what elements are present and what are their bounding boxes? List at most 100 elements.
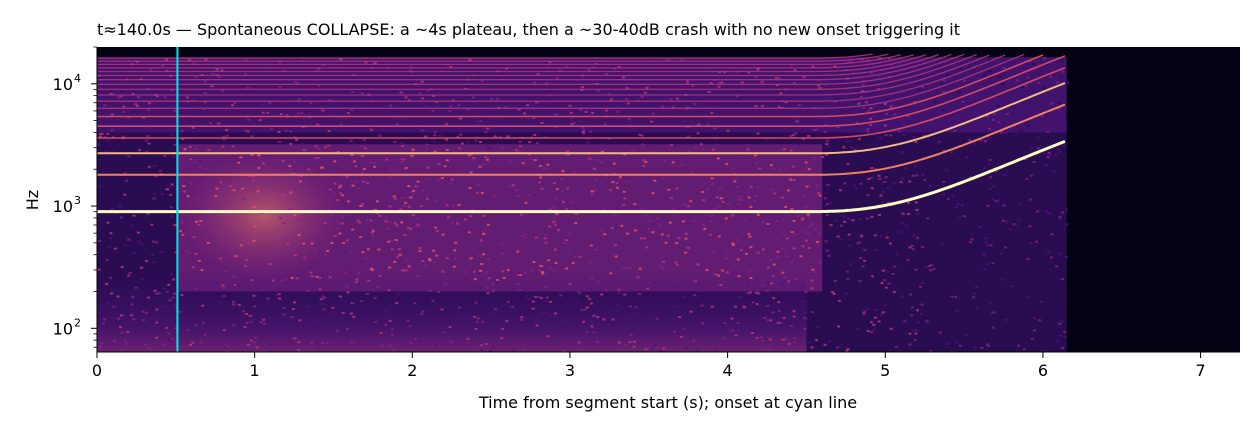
noise-speck [756, 132, 760, 135]
noise-speck [586, 138, 590, 141]
harmonic-track [97, 53, 889, 62]
noise-speck [638, 133, 642, 136]
noise-speck [107, 98, 111, 101]
noise-speck [291, 249, 295, 252]
noise-speck [329, 213, 333, 216]
noise-speck [564, 239, 568, 242]
noise-speck [271, 279, 275, 282]
noise-speck [112, 305, 116, 308]
noise-speck [1028, 225, 1032, 228]
noise-speck [445, 204, 449, 207]
noise-speck [179, 230, 183, 233]
noise-speck [719, 284, 723, 286]
noise-speck [487, 258, 491, 260]
noise-speck [328, 99, 332, 102]
noise-speck [316, 123, 320, 126]
noise-speck [790, 231, 794, 234]
noise-speck [494, 308, 498, 311]
noise-speck [716, 157, 720, 160]
noise-speck [516, 195, 520, 197]
noise-speck [266, 111, 270, 114]
noise-speck [172, 278, 176, 281]
noise-speck [775, 84, 779, 87]
noise-speck [859, 234, 863, 237]
noise-speck [692, 219, 696, 222]
noise-speck [717, 205, 721, 208]
noise-speck [155, 336, 159, 339]
noise-speck [772, 263, 776, 266]
noise-speck [252, 206, 256, 208]
noise-speck [675, 97, 679, 100]
noise-speck [480, 263, 484, 265]
noise-speck [313, 250, 317, 253]
noise-speck [569, 111, 573, 114]
noise-speck [806, 213, 810, 216]
noise-speck [635, 311, 639, 314]
noise-speck [720, 81, 724, 84]
noise-speck [373, 297, 377, 300]
noise-speck [897, 130, 901, 133]
noise-speck [289, 205, 293, 208]
noise-speck [221, 145, 225, 148]
noise-speck [371, 338, 375, 341]
noise-speck [766, 223, 770, 226]
noise-speck [424, 335, 428, 337]
noise-speck [106, 221, 110, 224]
noise-speck [440, 177, 444, 180]
noise-speck [980, 284, 984, 287]
noise-speck [544, 233, 548, 236]
noise-speck [951, 195, 955, 198]
noise-speck [1060, 176, 1064, 179]
noise-speck [955, 206, 959, 208]
noise-speck [484, 89, 487, 92]
noise-speck [854, 187, 858, 190]
noise-speck [964, 333, 968, 336]
harmonic-track [97, 54, 927, 73]
noise-speck [709, 82, 713, 85]
noise-speck [396, 255, 400, 258]
noise-speck [445, 159, 449, 162]
noise-speck [975, 110, 979, 113]
noise-speck [1022, 348, 1026, 351]
noise-speck [650, 348, 653, 351]
noise-speck [253, 225, 257, 228]
noise-speck [356, 219, 360, 222]
noise-speck [870, 215, 874, 218]
noise-speck [751, 332, 754, 334]
noise-speck [634, 306, 638, 309]
noise-speck [334, 64, 338, 67]
noise-speck [881, 190, 885, 193]
noise-speck [409, 341, 413, 344]
noise-speck [275, 333, 279, 336]
noise-speck [989, 302, 993, 305]
y-tick-exponent: 3 [74, 194, 81, 207]
noise-speck [120, 314, 123, 317]
noise-speck [395, 224, 399, 227]
noise-speck [148, 102, 151, 105]
noise-speck [769, 258, 773, 261]
noise-speck [437, 291, 440, 294]
noise-speck [518, 145, 522, 148]
noise-speck [859, 95, 863, 98]
noise-speck [671, 161, 675, 164]
noise-speck [289, 142, 293, 145]
noise-speck [991, 134, 995, 137]
noise-speck [725, 257, 728, 260]
noise-speck [290, 276, 294, 279]
noise-speck [488, 110, 492, 113]
noise-speck [257, 154, 261, 157]
noise-speck [339, 58, 343, 61]
noise-speck [147, 347, 151, 349]
noise-speck [824, 240, 828, 243]
noise-speck [689, 200, 693, 203]
noise-speck [929, 264, 933, 267]
harmonic-track [97, 53, 873, 59]
noise-speck [156, 95, 159, 98]
noise-speck [808, 216, 812, 219]
noise-speck [152, 261, 156, 264]
noise-speck [954, 102, 958, 105]
noise-speck [230, 104, 234, 107]
noise-speck [710, 111, 714, 114]
noise-speck [256, 190, 260, 193]
noise-speck [840, 224, 843, 227]
